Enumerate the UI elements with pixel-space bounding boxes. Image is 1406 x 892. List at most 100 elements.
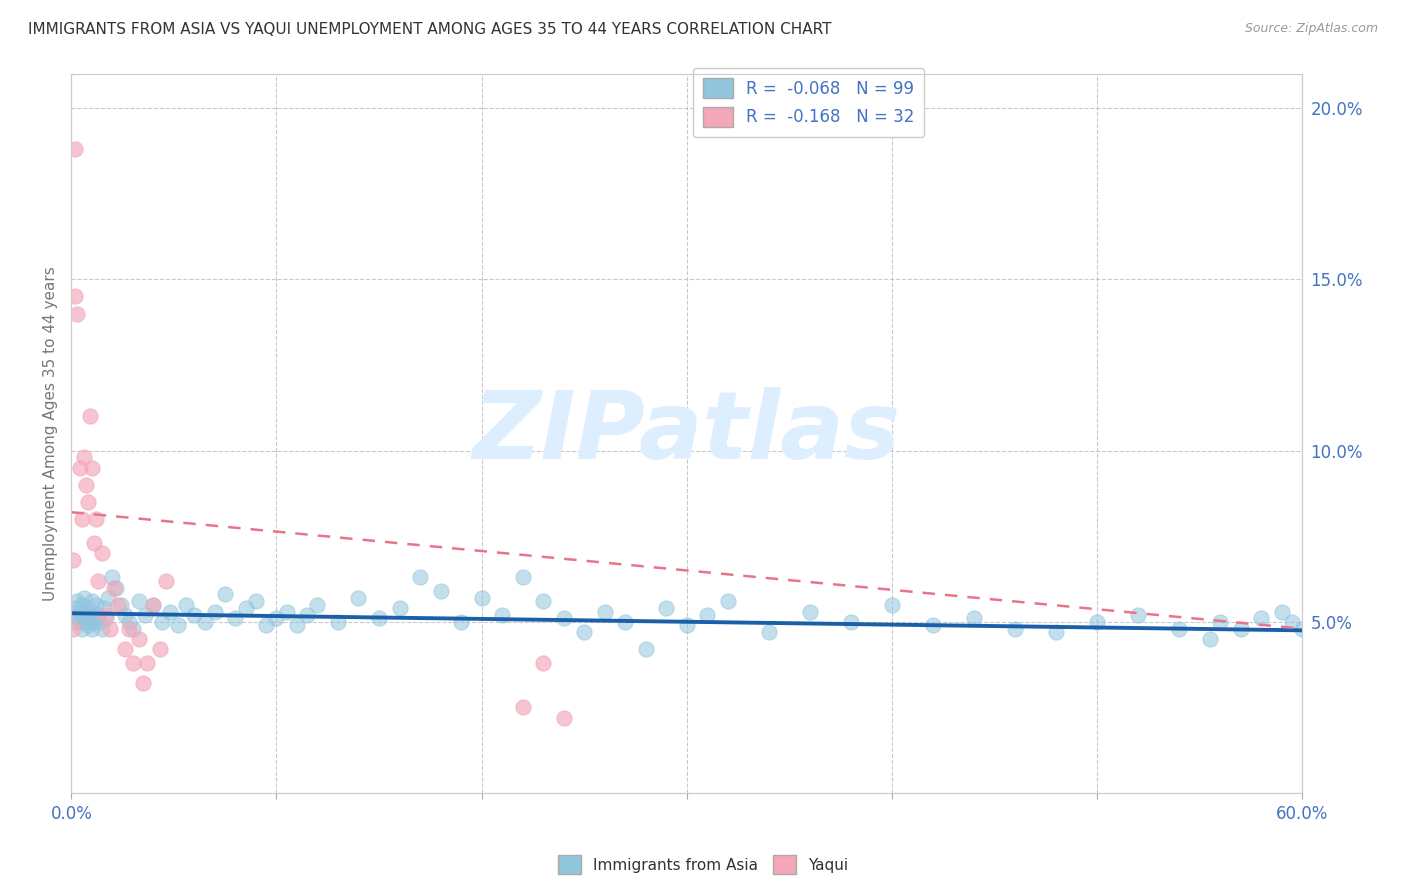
Point (128, 632, 150, 646)
Point (167, 618, 190, 632)
Point (1209, 615, 1232, 629)
Point (655, 601, 678, 615)
Point (66, 594, 89, 608)
Point (450, 615, 472, 629)
Point (128, 594, 150, 608)
Point (429, 584, 451, 599)
Point (91, 622, 114, 636)
Point (79, 409, 101, 424)
Point (1312, 618, 1334, 632)
Point (65, 601, 87, 615)
Text: IMMIGRANTS FROM ASIA VS YAQUI UNEMPLOYMENT AMONG AGES 35 TO 44 YEARS CORRELATION: IMMIGRANTS FROM ASIA VS YAQUI UNEMPLOYME… (28, 22, 831, 37)
Point (512, 570, 534, 584)
Point (69, 605, 91, 619)
Point (963, 611, 986, 625)
Point (89, 615, 111, 629)
Point (76, 495, 98, 509)
Point (1331, 615, 1354, 629)
Point (553, 611, 575, 625)
Point (1229, 622, 1251, 636)
Point (103, 581, 125, 595)
Point (97, 591, 120, 605)
Point (204, 605, 226, 619)
Point (80, 594, 103, 608)
Point (388, 601, 411, 615)
Point (295, 607, 318, 622)
Point (98, 622, 121, 636)
Point (1322, 625, 1344, 640)
Point (134, 607, 156, 622)
Point (70, 622, 93, 636)
Point (93, 601, 115, 615)
Point (80, 460, 103, 475)
Point (62, 553, 84, 567)
Point (96, 611, 118, 625)
Legend: Immigrants from Asia, Yaqui: Immigrants from Asia, Yaqui (551, 849, 855, 880)
Point (1250, 611, 1272, 625)
Point (118, 622, 141, 636)
Point (368, 611, 391, 625)
Point (132, 676, 155, 690)
Point (183, 607, 205, 622)
Point (614, 615, 637, 629)
Point (1362, 615, 1385, 629)
Point (84, 512, 107, 526)
Point (142, 598, 165, 612)
Point (245, 594, 267, 608)
Point (136, 656, 159, 670)
Point (114, 607, 136, 622)
Point (121, 656, 143, 670)
Point (1270, 605, 1292, 619)
Point (471, 591, 494, 605)
Point (65, 289, 87, 303)
Point (105, 581, 128, 595)
Point (70, 598, 93, 612)
Point (1372, 625, 1395, 640)
Point (326, 615, 349, 629)
Point (174, 598, 197, 612)
Point (84, 598, 107, 612)
Point (80, 622, 103, 636)
Point (75, 605, 97, 619)
Point (276, 605, 298, 619)
Point (307, 598, 329, 612)
Point (83, 536, 105, 550)
Point (839, 615, 862, 629)
Point (634, 642, 657, 657)
Point (72, 591, 94, 605)
Point (1343, 622, 1365, 636)
Point (717, 594, 740, 608)
Point (66, 607, 89, 622)
Point (1291, 622, 1313, 636)
Point (347, 591, 370, 605)
Point (235, 601, 257, 615)
Point (194, 615, 217, 629)
Point (83, 615, 105, 629)
Point (66, 307, 89, 321)
Point (101, 570, 124, 584)
Point (512, 700, 534, 714)
Point (553, 711, 575, 725)
Point (62, 622, 84, 636)
Point (87, 574, 110, 588)
Point (69, 615, 91, 629)
Point (148, 642, 170, 657)
Point (1168, 622, 1191, 636)
Point (224, 611, 246, 625)
Point (1393, 615, 1406, 629)
Legend: R =  -0.068   N = 99, R =  -0.168   N = 32: R = -0.068 N = 99, R = -0.168 N = 32 (693, 68, 925, 136)
Point (121, 622, 143, 636)
Point (1198, 632, 1220, 646)
Point (531, 594, 554, 608)
Point (114, 642, 136, 657)
Point (531, 656, 554, 670)
Point (72, 450, 94, 465)
Point (491, 607, 513, 622)
Point (1126, 607, 1149, 622)
Point (76, 618, 98, 632)
Point (87, 607, 110, 622)
Point (696, 607, 718, 622)
Point (1045, 625, 1067, 640)
Point (921, 618, 943, 632)
Point (1085, 615, 1108, 629)
